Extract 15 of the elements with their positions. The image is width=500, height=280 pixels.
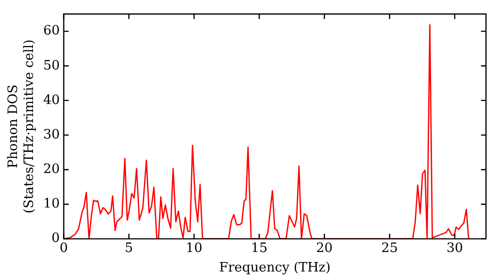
y-tick-label: 60 xyxy=(43,24,60,39)
y-tick-label: 40 xyxy=(43,92,60,108)
x-tick-label: 5 xyxy=(124,240,134,256)
y-tick-label: 50 xyxy=(43,58,60,74)
y-tick-label: 30 xyxy=(43,127,60,142)
x-tick-label: 20 xyxy=(316,240,333,256)
y-axis-title: Phonon DOS (States/THz·primitive cell) xyxy=(6,39,37,214)
x-axis-title: Frequency (THz) xyxy=(219,260,331,276)
y-tick-label: 20 xyxy=(43,162,60,178)
x-tick-label: 15 xyxy=(250,240,268,256)
x-tick-label: 30 xyxy=(446,240,463,256)
y-tick-label: 0 xyxy=(51,231,60,246)
x-tick-label: 25 xyxy=(381,240,398,256)
y-tick-label: 10 xyxy=(43,196,60,212)
x-tick-label: 10 xyxy=(186,240,202,256)
